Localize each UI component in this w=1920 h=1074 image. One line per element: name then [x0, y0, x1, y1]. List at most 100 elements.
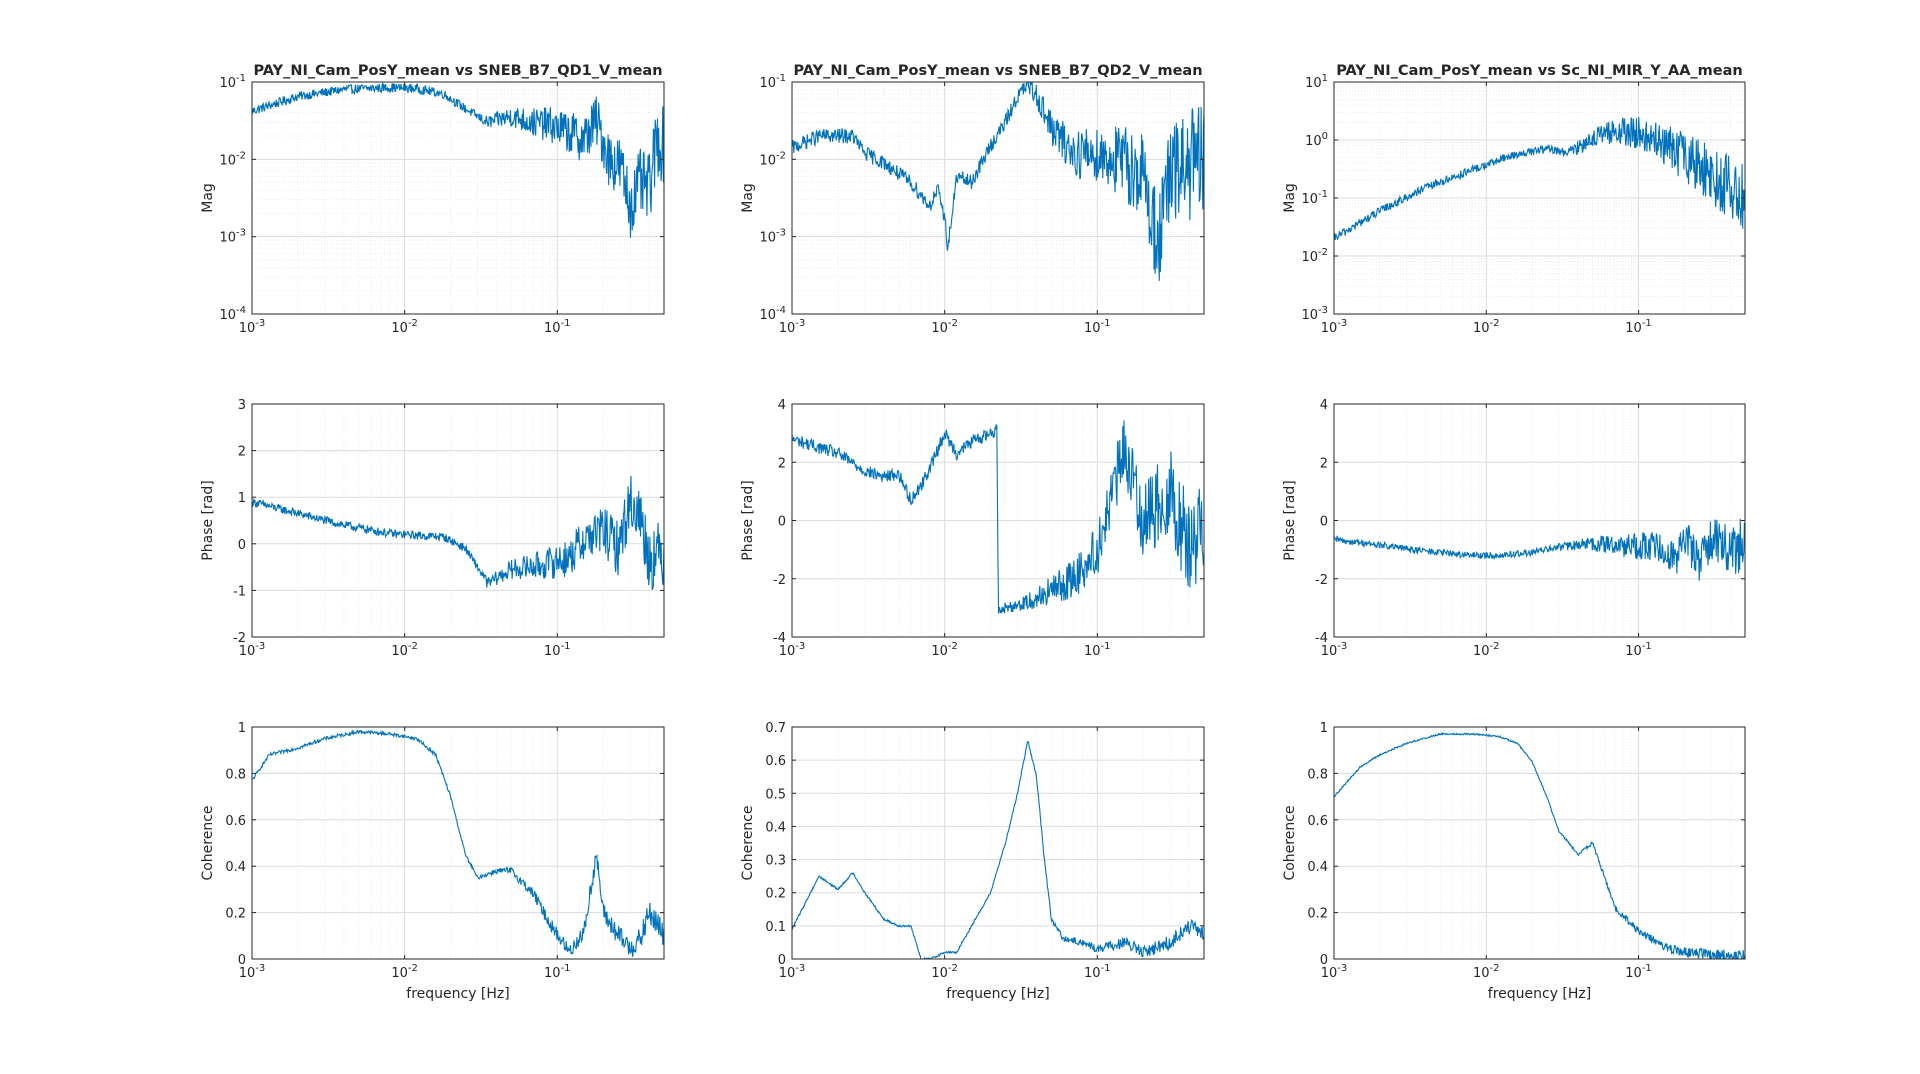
y-tick-label: 4	[1320, 398, 1328, 413]
y-tick-label: 2	[778, 456, 786, 471]
x-axis-label: frequency [Hz]	[406, 986, 509, 1002]
x-tick-label: 10-1	[544, 963, 571, 981]
x-tick-label: 10-2	[1473, 963, 1500, 981]
y-tick-label: 101	[1305, 73, 1328, 91]
y-tick-label: 3	[238, 398, 246, 413]
y-tick-label: 1	[1320, 721, 1328, 736]
chart-title: PAY_NI_Cam_PosY_mean vs SNEB_B7_QD1_V_me…	[253, 63, 662, 79]
y-tick-label: 0	[1320, 953, 1328, 968]
y-tick-label: 0.6	[1307, 814, 1328, 829]
x-tick-label: 10-1	[1625, 318, 1652, 336]
y-tick-label: 0	[778, 515, 786, 530]
y-tick-label: -4	[1315, 631, 1328, 646]
x-tick-label: 10-3	[779, 641, 806, 659]
axes-phase-3: 10-3 10-2 10-1 -4 -2 0 2 4 Phase [rad]	[1282, 398, 1746, 659]
y-tick-label: -2	[1315, 573, 1328, 588]
x-tick-label: 10-3	[239, 641, 266, 659]
y-tick-label: 10-1	[759, 73, 786, 91]
x-tick-label: 10-3	[239, 963, 266, 981]
y-tick-label: 10-3	[219, 228, 246, 246]
x-tick-label: 10-3	[1321, 641, 1348, 659]
y-tick-label: 4	[778, 398, 786, 413]
y-tick-label: 0	[778, 953, 786, 968]
y-tick-label: 0.8	[225, 767, 246, 782]
y-tick-label: 0.6	[765, 754, 786, 769]
x-tick-label: 10-3	[779, 963, 806, 981]
x-tick-label: 10-2	[931, 641, 958, 659]
y-tick-label: 0.1	[765, 920, 786, 935]
y-tick-label: 0.2	[765, 887, 786, 902]
y-tick-label: -2	[773, 573, 786, 588]
x-tick-label: 10-2	[391, 318, 418, 336]
y-tick-label: 0.5	[765, 787, 786, 802]
y-tick-label: 0.3	[765, 854, 786, 869]
y-tick-label: 10-1	[1301, 189, 1328, 207]
x-tick-label: 10-2	[931, 318, 958, 336]
y-tick-label: 1	[238, 721, 246, 736]
series-line	[252, 729, 664, 957]
y-axis-label: Phase [rad]	[200, 480, 216, 560]
x-axis-label: frequency [Hz]	[1488, 986, 1591, 1002]
series-line	[792, 420, 1204, 614]
x-tick-label: 10-1	[1625, 963, 1652, 981]
series-line	[792, 82, 1204, 281]
y-axis-label: Coherence	[1282, 805, 1298, 880]
axes-magnitude-2: 10-3 10-2 10-110-410-310-210-1MagPAY_NI_Ca…	[740, 63, 1205, 336]
series-line	[252, 475, 664, 591]
y-axis-label: Coherence	[740, 805, 756, 880]
x-tick-label: 10-1	[544, 641, 571, 659]
y-tick-label: 0.4	[225, 860, 246, 875]
y-tick-label: 100	[1305, 131, 1328, 149]
axes-coherence-3: 10-3 10-2 10-1 0 0.2 0.4 0.6 0.8 1 Coherence frequ…	[1282, 721, 1746, 1002]
axes-magnitude-1: 10-3 10-2 10-110-410-310-210-1MagPAY_NI_Ca…	[200, 63, 665, 336]
x-tick-label: 10-1	[1084, 641, 1111, 659]
x-tick-label: 10-2	[1473, 641, 1500, 659]
y-tick-label: 0.6	[225, 814, 246, 829]
y-axis-label: Mag	[1282, 183, 1298, 213]
x-tick-label: 10-1	[1084, 963, 1111, 981]
axes-box	[251, 403, 665, 638]
y-tick-label: 10-3	[1301, 305, 1328, 323]
y-tick-label: 10-4	[219, 305, 246, 323]
y-tick-label: 0.4	[1307, 860, 1328, 875]
y-tick-label: -2	[233, 631, 246, 646]
series-line	[1334, 518, 1745, 581]
series-line	[792, 741, 1204, 959]
y-tick-label: 10-1	[219, 73, 246, 91]
y-tick-label: 10-2	[759, 150, 786, 168]
y-tick-label: 0.2	[1307, 907, 1328, 922]
axes-phase-1: 10-3 10-2 10-1 -2 -1 0 1 2 3 Phase [rad]	[200, 398, 665, 659]
x-axis-label: frequency [Hz]	[946, 986, 1049, 1002]
y-axis-label: Mag	[740, 183, 756, 213]
y-tick-label: 10-3	[759, 228, 786, 246]
x-tick-label: 10-3	[1321, 318, 1348, 336]
axes-box	[791, 81, 1205, 315]
y-axis-label: Phase [rad]	[740, 480, 756, 560]
axes-coherence-1: 10-3 10-2 10-1 0 0.2 0.4 0.6 0.8 1 Coherence frequ…	[200, 721, 665, 1002]
y-tick-label: 10-4	[759, 305, 786, 323]
y-tick-label: 0	[238, 538, 246, 553]
y-tick-label: -1	[233, 584, 246, 599]
axes-box	[251, 726, 665, 960]
y-tick-label: 0	[1320, 515, 1328, 530]
y-tick-label: 10-2	[219, 150, 246, 168]
axes-magnitude-3: 10-3 10-2 10-1 10-3 10-2 10-1 100 101 Mag PAY_NI_…	[1282, 63, 1746, 336]
x-tick-label: 10-2	[391, 963, 418, 981]
x-tick-label: 10-2	[931, 963, 958, 981]
axes-box	[791, 726, 1205, 960]
x-tick-label: 10-3	[779, 318, 806, 336]
y-tick-label: 2	[238, 445, 246, 460]
y-tick-label: 0.4	[765, 820, 786, 835]
axes-phase-2: 10-3 10-2 10-1 -4 -2 0 2 4 Phase [rad]	[740, 398, 1205, 659]
y-axis-label: Coherence	[200, 805, 216, 880]
x-tick-label: 10-1	[1084, 318, 1111, 336]
x-tick-label: 10-1	[544, 318, 571, 336]
series-line	[1334, 731, 1745, 959]
y-tick-label: 0.8	[1307, 767, 1328, 782]
y-tick-label: 0	[238, 953, 246, 968]
series-line	[252, 82, 664, 238]
y-tick-label: 0.2	[225, 907, 246, 922]
y-axis-label: Mag	[200, 183, 216, 213]
series-line	[1334, 116, 1745, 240]
